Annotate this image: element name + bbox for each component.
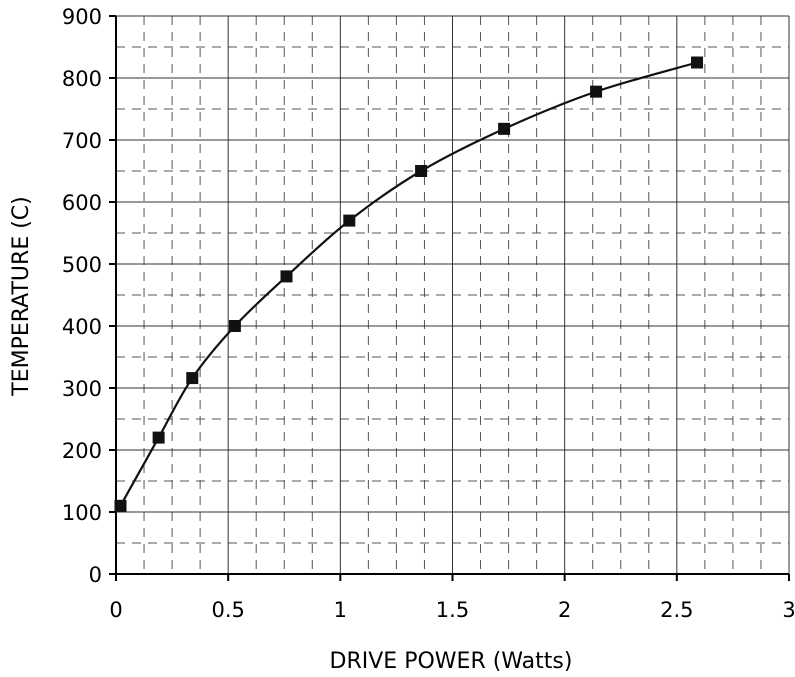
data-point [590,85,603,98]
x-tick-label: 1 [334,598,347,622]
data-point [114,499,127,512]
y-tick-label: 0 [89,563,102,587]
data-point [498,122,511,135]
x-tick-label: 0.5 [211,598,244,622]
y-tick-label: 700 [62,129,102,153]
y-axis-title: TEMPERATURE (C) [9,196,34,396]
x-tick-labels: 0 0.5 1 1.5 2 2.5 3 [109,598,795,622]
data-point [228,320,241,332]
data-point [152,431,165,444]
data-points [114,56,704,512]
x-tick-label: 0 [109,598,122,622]
x-tick-label: 1.5 [436,598,469,622]
x-tick-label: 2 [558,598,571,622]
data-point [691,56,704,69]
data-point [186,372,199,385]
y-tick-label: 400 [62,315,102,339]
x-tick-label: 3 [782,598,795,622]
y-tick-label: 600 [62,191,102,215]
y-tick-label: 300 [62,377,102,401]
trendline [119,61,698,507]
data-point [280,270,293,283]
data-point [343,214,356,227]
trendline-path [119,61,698,507]
data-point [415,165,428,177]
x-axis-title: DRIVE POWER (Watts) [330,649,573,674]
y-tick-label: 900 [62,5,102,29]
y-tick-labels: 0 100 200 300 400 500 600 700 800 900 [62,5,102,587]
y-tick-label: 200 [62,439,102,463]
axes [109,15,790,581]
y-tick-label: 500 [62,253,102,277]
y-tick-label: 800 [62,67,102,91]
y-tick-label: 100 [62,501,102,525]
x-tick-label: 2.5 [660,598,693,622]
